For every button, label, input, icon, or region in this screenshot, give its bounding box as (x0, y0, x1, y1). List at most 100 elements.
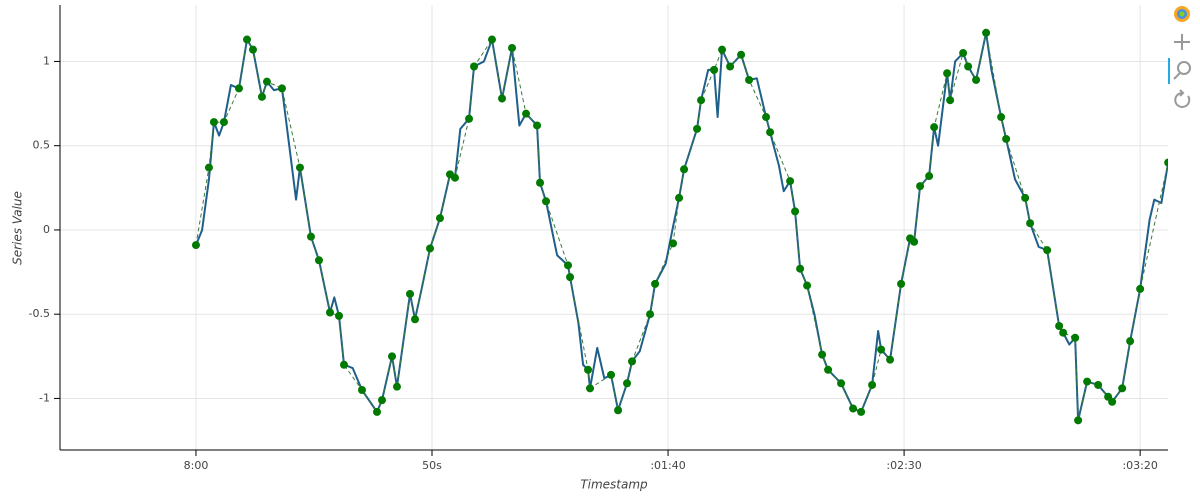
data-point (262, 77, 271, 86)
reset-tool[interactable] (1174, 89, 1191, 108)
data-point (897, 279, 906, 288)
data-point (786, 177, 795, 186)
data-point (586, 384, 595, 393)
data-point (340, 360, 349, 369)
data-point (849, 404, 858, 413)
data-point (946, 96, 955, 105)
data-point (693, 124, 702, 133)
data-point (234, 84, 243, 93)
data-point (824, 365, 833, 374)
data-point (628, 357, 637, 366)
x-tick-label: :01:40 (650, 459, 685, 472)
data-point (209, 118, 218, 127)
data-point (718, 45, 727, 54)
data-point (726, 62, 735, 71)
data-point (392, 382, 401, 391)
pan-tool[interactable] (1174, 34, 1190, 50)
x-tick-label: :02:30 (886, 459, 921, 472)
data-point (796, 264, 805, 273)
data-point (680, 165, 689, 174)
data-point (566, 273, 575, 282)
data-point (378, 396, 387, 405)
series-line (195, 32, 1168, 421)
data-point (219, 118, 228, 127)
data-point (1021, 193, 1030, 202)
active-tool-indicator (1168, 58, 1170, 84)
data-point (411, 315, 420, 324)
data-point (1002, 134, 1011, 143)
data-point (669, 239, 678, 248)
data-point (435, 214, 444, 223)
data-point (997, 113, 1006, 122)
data-point (1083, 377, 1092, 386)
data-point (470, 62, 479, 71)
x-tick-label: :03:20 (1122, 459, 1157, 472)
data-point (710, 65, 719, 74)
data-point (607, 370, 616, 379)
data-point (508, 43, 517, 52)
data-point (818, 350, 827, 359)
data-point (204, 163, 213, 172)
data-point (803, 281, 812, 290)
data-point (651, 279, 660, 288)
data-point (877, 345, 886, 354)
data-point (982, 28, 991, 37)
data-point (943, 69, 952, 78)
data-point (959, 49, 968, 58)
data-point (314, 256, 323, 265)
data-point (1136, 284, 1145, 293)
data-point (868, 380, 877, 389)
data-point (533, 121, 542, 130)
data-point (737, 50, 746, 59)
data-point (916, 182, 925, 191)
data-point (766, 128, 775, 137)
data-point (1059, 328, 1068, 337)
data-point (1094, 380, 1103, 389)
y-tick-label: -0.5 (29, 307, 50, 320)
data-point (295, 163, 304, 172)
data-point (542, 197, 551, 206)
data-point (886, 355, 895, 364)
y-tick-label: -1 (39, 391, 50, 404)
data-point (488, 35, 497, 44)
y-tick-label: 0.5 (33, 139, 51, 152)
data-point (257, 92, 266, 101)
data-point (697, 96, 706, 105)
plot-area (191, 28, 1168, 425)
data-point (1126, 337, 1135, 346)
data-point (536, 178, 545, 187)
data-point (675, 193, 684, 202)
data-point (584, 365, 593, 374)
x-axis-label: Timestamp (580, 478, 648, 492)
data-point (623, 379, 632, 388)
data-point (1071, 333, 1080, 342)
data-point (837, 379, 846, 388)
data-point (564, 261, 573, 270)
data-point (972, 75, 981, 84)
y-tick-label: 1 (43, 54, 50, 67)
data-point (277, 84, 286, 93)
data-point (1164, 158, 1168, 167)
data-point (745, 75, 754, 84)
data-point (388, 352, 397, 361)
data-point (646, 310, 655, 319)
data-point (191, 241, 200, 250)
bokeh-logo[interactable] (1174, 6, 1190, 22)
data-point (930, 123, 939, 132)
data-point (335, 311, 344, 320)
data-point (498, 94, 507, 103)
data-point (522, 109, 531, 118)
data-point (426, 244, 435, 253)
data-point (1074, 416, 1083, 425)
data-point (1055, 321, 1064, 330)
data-point (1108, 397, 1117, 406)
data-point (450, 173, 459, 182)
data-point (964, 62, 973, 71)
data-point (791, 207, 800, 216)
y-tick-label: 0 (43, 223, 50, 236)
data-point (910, 237, 919, 246)
zoom-tool[interactable] (1173, 61, 1191, 80)
grid (60, 5, 1168, 450)
